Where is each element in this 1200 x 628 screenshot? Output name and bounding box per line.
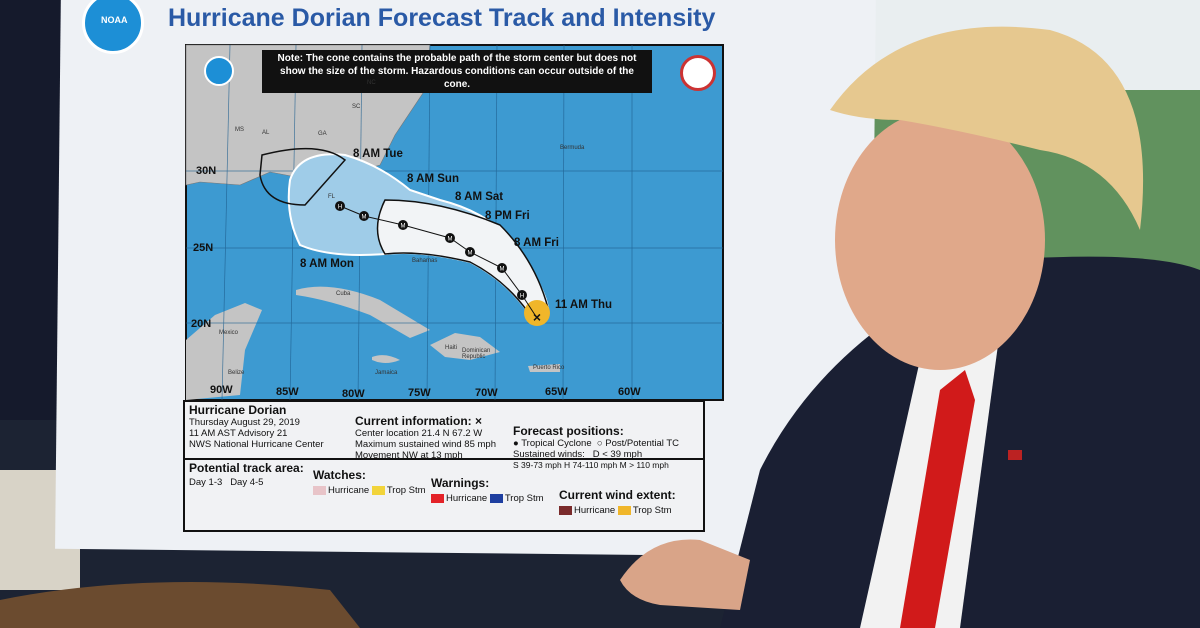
storm-name: Hurricane Dorian bbox=[189, 403, 287, 417]
track-point-code: M bbox=[468, 251, 473, 257]
cone-note: Note: The cone contains the probable pat… bbox=[262, 50, 652, 93]
forecast-map: H M M M M M H × bbox=[185, 44, 724, 401]
poster-title: Hurricane Dorian Forecast Track and Inte… bbox=[168, 4, 716, 32]
map-legend: Hurricane Dorian Thursday August 29, 201… bbox=[183, 400, 705, 532]
table bbox=[0, 582, 360, 628]
jamaica bbox=[372, 355, 400, 363]
track-point bbox=[335, 201, 345, 211]
track-point bbox=[517, 290, 527, 300]
flag-pin bbox=[1008, 450, 1022, 460]
red-tie bbox=[900, 370, 975, 628]
track-point bbox=[359, 211, 369, 221]
nws-logo bbox=[680, 55, 716, 91]
cone-day-1-3 bbox=[376, 199, 549, 313]
track-point-code: M bbox=[448, 237, 453, 243]
noaa-map-logo bbox=[204, 56, 234, 86]
hand bbox=[620, 539, 750, 610]
tropical-storm-wind-extent bbox=[524, 300, 550, 326]
track-point-code: M bbox=[500, 267, 505, 273]
track-point bbox=[465, 247, 475, 257]
hair bbox=[830, 26, 1144, 230]
current-position-x: × bbox=[533, 309, 541, 325]
track-point bbox=[497, 263, 507, 273]
mexico bbox=[186, 303, 262, 400]
track-point bbox=[445, 233, 455, 243]
lon-label-60w: 60W bbox=[618, 386, 641, 398]
forecast-track bbox=[339, 205, 538, 319]
track-point-code: H bbox=[520, 294, 524, 300]
wind-swath bbox=[259, 147, 347, 206]
track-point bbox=[398, 220, 408, 230]
hispaniola bbox=[430, 333, 500, 360]
cuba bbox=[296, 286, 430, 338]
face bbox=[835, 110, 1045, 370]
lon-label-65w: 65W bbox=[545, 386, 568, 398]
puerto-rico bbox=[528, 364, 560, 372]
track-point-code: M bbox=[362, 215, 367, 221]
noaa-logo: NOAA bbox=[82, 0, 144, 54]
track-point-code: M bbox=[401, 224, 406, 230]
track-point-code: H bbox=[338, 205, 342, 211]
